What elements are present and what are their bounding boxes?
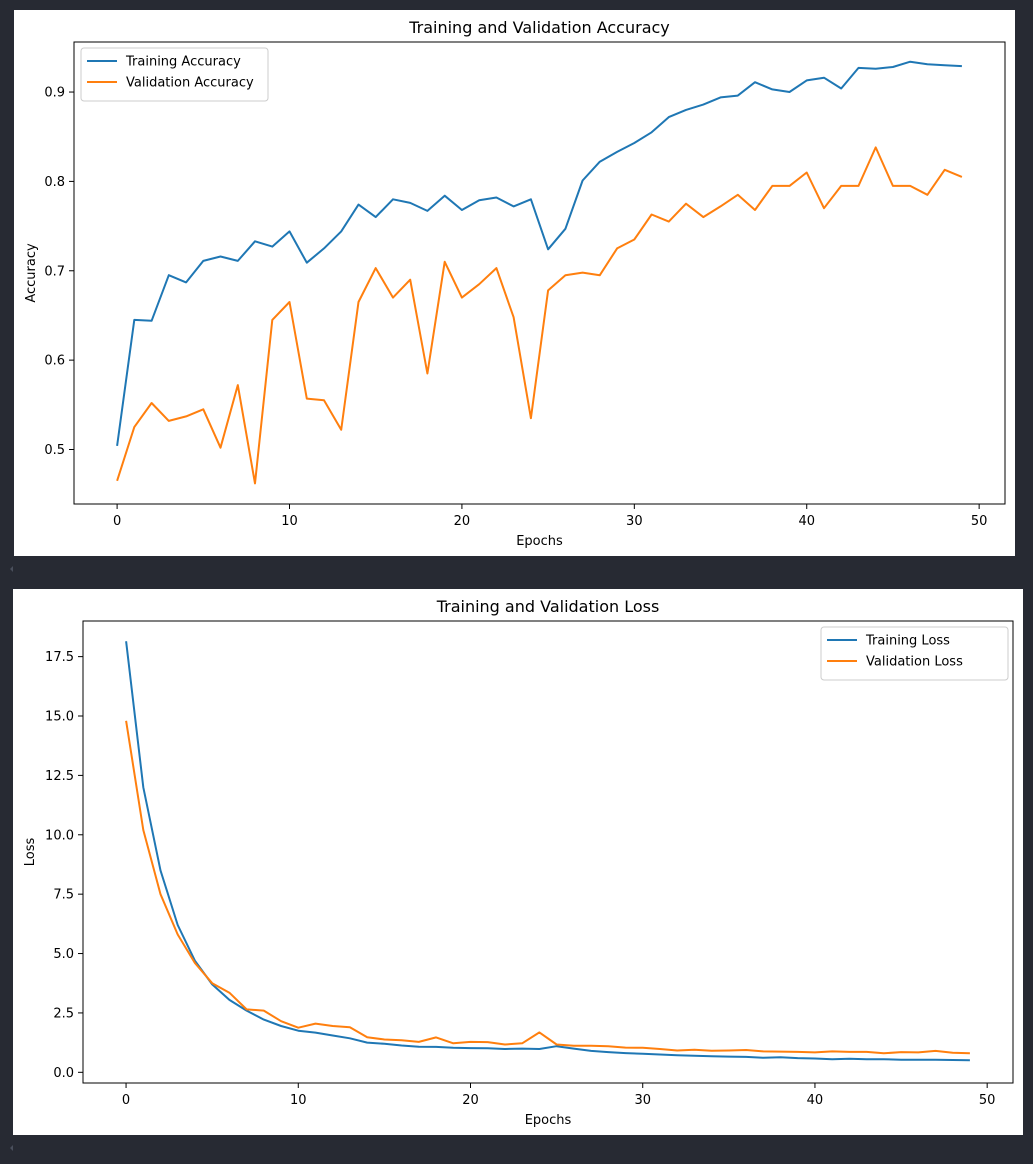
x-tick-label: 20 <box>454 514 471 529</box>
x-tick-label: 20 <box>462 1093 479 1108</box>
x-tick-label: 40 <box>798 514 815 529</box>
collapse-arrow-icon[interactable] <box>10 566 13 572</box>
x-tick-label: 50 <box>971 514 988 529</box>
x-tick-label: 50 <box>979 1093 996 1108</box>
x-axis-label: Epochs <box>516 534 563 549</box>
accuracy-chart-output: Training and Validation Accuracy 0 10 20 30 4… <box>14 10 1015 556</box>
chart-title: Training and Validation Accuracy <box>408 18 670 37</box>
legend-box <box>820 626 1009 681</box>
y-tick-label: 0.7 <box>44 264 65 279</box>
series-line-validation <box>125 720 970 1055</box>
y-tick-label: 0.5 <box>44 443 65 458</box>
x-tick-label: 30 <box>634 1093 651 1108</box>
legend-label: Training Accuracy <box>125 55 241 70</box>
x-tick-label: 10 <box>290 1093 307 1108</box>
series-line-training <box>116 60 962 447</box>
x-tick-label: 40 <box>807 1093 824 1108</box>
x-axis-label: Epochs <box>525 1113 572 1128</box>
plot-frame <box>73 41 1006 505</box>
series-line-validation <box>116 146 963 485</box>
plot-frame <box>82 620 1014 1084</box>
legend: Training Accuracy Validation Accuracy <box>80 47 269 102</box>
y-tick-label: 0.0 <box>53 1066 74 1081</box>
y-tick-label: 7.5 <box>53 888 74 903</box>
y-tick-label: 2.5 <box>53 1006 74 1021</box>
loss-chart: Training and Validation Loss 0 10 20 30 40 50 0… <box>23 597 1014 1128</box>
y-tick-label: 0.6 <box>44 354 65 369</box>
legend-box <box>80 47 269 102</box>
y-tick-label: 17.5 <box>45 650 74 665</box>
y-tick-label: 0.9 <box>44 86 65 101</box>
y-axis-label: Accuracy <box>24 243 39 303</box>
legend-label: Validation Accuracy <box>126 76 254 91</box>
y-tick-label: 0.8 <box>44 175 65 190</box>
x-tick-label: 10 <box>281 514 298 529</box>
y-tick-label: 15.0 <box>45 710 74 725</box>
x-tick-label: 30 <box>626 514 643 529</box>
collapse-arrow-icon[interactable] <box>10 1145 13 1151</box>
series-line-training <box>125 641 970 1062</box>
y-tick-label: 12.5 <box>45 769 74 784</box>
accuracy-chart: Training and Validation Accuracy 0 10 20 30 4… <box>24 18 1006 549</box>
x-tick-label: 0 <box>113 514 121 529</box>
y-tick-label: 5.0 <box>53 947 74 962</box>
x-tick-label: 0 <box>122 1093 130 1108</box>
chart-title: Training and Validation Loss <box>436 597 660 616</box>
y-axis-label: Loss <box>23 838 38 867</box>
legend: Training Loss Validation Loss <box>820 626 1009 681</box>
loss-chart-output: Training and Validation Loss 0 10 20 30 40 50 0… <box>13 589 1023 1135</box>
y-tick-label: 10.0 <box>45 828 74 843</box>
legend-label: Validation Loss <box>866 655 963 670</box>
legend-label: Training Loss <box>865 634 950 649</box>
